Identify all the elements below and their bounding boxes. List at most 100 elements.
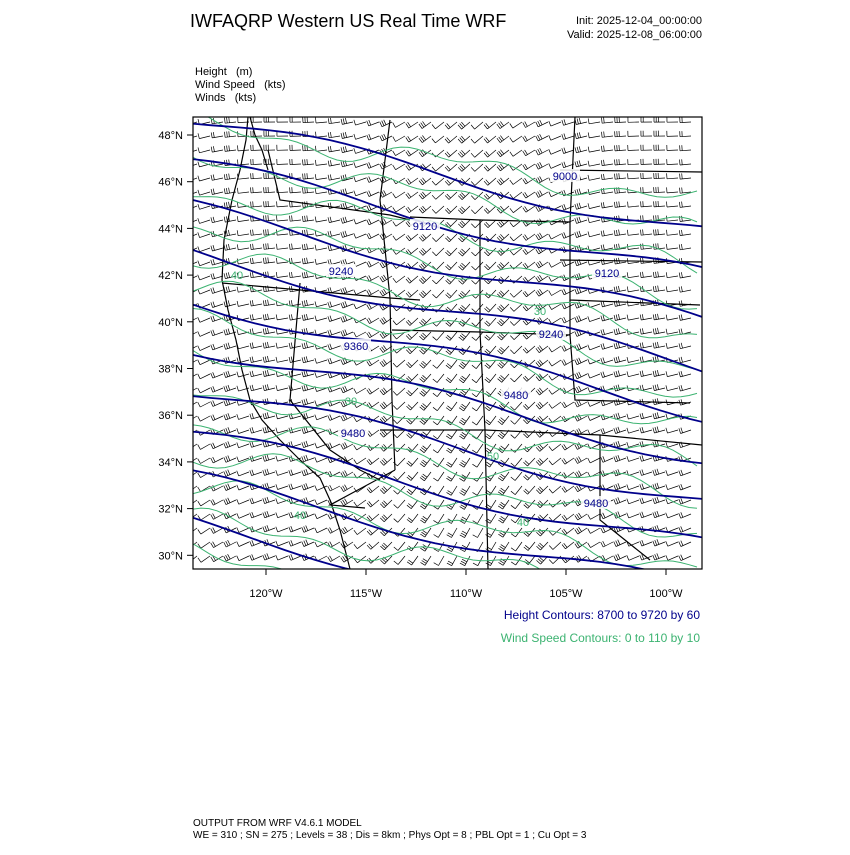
wind-barb xyxy=(510,471,523,481)
wind-barb xyxy=(561,415,575,423)
wind-barb xyxy=(509,177,523,185)
wind-barb xyxy=(314,442,328,449)
wind-barb xyxy=(314,216,328,223)
wind-barb xyxy=(470,191,484,200)
wind-barb xyxy=(535,401,549,410)
wind-barb xyxy=(497,471,510,482)
wind-barb xyxy=(263,257,276,264)
wind-barb xyxy=(406,373,419,383)
wind-barb xyxy=(327,414,341,421)
wind-barb xyxy=(574,132,588,139)
wind-barb xyxy=(366,162,380,169)
wind-barb xyxy=(627,173,640,180)
wind-barb xyxy=(236,527,250,533)
wind-barb xyxy=(522,191,536,199)
wind-barb xyxy=(509,191,523,199)
wind-barb xyxy=(340,146,354,153)
label-box xyxy=(338,426,368,439)
wind-barb xyxy=(613,454,627,463)
wind-barb xyxy=(327,174,341,181)
wind-barb xyxy=(340,470,354,478)
wind-barb xyxy=(366,289,380,296)
wind-barb xyxy=(652,510,666,519)
wind-barb xyxy=(249,342,263,349)
wind-barb xyxy=(665,314,679,321)
wind-barb xyxy=(314,456,328,463)
wind-barb xyxy=(548,303,562,310)
wind-barb xyxy=(432,233,445,242)
wind-barb xyxy=(275,512,289,519)
wind-barb xyxy=(510,373,523,383)
wind-barb xyxy=(522,289,536,298)
speed-contour xyxy=(193,394,698,467)
wind-barb xyxy=(587,401,601,407)
wind-barb xyxy=(250,117,263,123)
wind-barb xyxy=(301,299,315,307)
wind-barb xyxy=(639,271,653,278)
wind-barb xyxy=(302,187,315,194)
wind-barb xyxy=(210,146,224,153)
wind-barb xyxy=(433,471,445,482)
wind-barb xyxy=(574,160,588,168)
wind-barb xyxy=(223,413,237,421)
wind-barb xyxy=(314,315,328,322)
wind-barb xyxy=(446,527,458,538)
wind-barb xyxy=(197,415,211,422)
wind-barb xyxy=(197,331,211,337)
wind-barb xyxy=(678,300,692,307)
wind-barb xyxy=(223,469,237,477)
wind-barb xyxy=(587,541,601,548)
wind-barb xyxy=(613,328,627,335)
wind-barb xyxy=(314,513,328,520)
wind-barb xyxy=(483,163,497,172)
wind-barb xyxy=(223,300,237,308)
wind-barb xyxy=(197,147,211,154)
wind-barb xyxy=(420,555,432,566)
wind-barb xyxy=(379,471,393,480)
wind-barb xyxy=(405,121,419,129)
wind-barb xyxy=(210,301,224,308)
wind-barb xyxy=(613,398,627,406)
wind-barb xyxy=(626,328,640,335)
wind-barb xyxy=(626,484,640,491)
wind-barb xyxy=(561,485,575,493)
wind-barb xyxy=(223,173,237,181)
wind-barb xyxy=(405,275,419,284)
wind-barb xyxy=(236,230,250,237)
lat-label: 44°N xyxy=(158,223,183,235)
wind-barb xyxy=(665,342,679,349)
wind-barb xyxy=(353,541,367,549)
wind-barb xyxy=(210,442,224,450)
wind-barb xyxy=(366,359,380,367)
wind-barb xyxy=(640,257,653,264)
wind-barb xyxy=(587,527,601,534)
wind-barb xyxy=(640,243,653,250)
wind-barb xyxy=(574,188,588,196)
wind-barb xyxy=(289,117,302,123)
wind-barb xyxy=(419,443,432,453)
wind-barb xyxy=(406,429,419,439)
wind-barb xyxy=(392,345,406,354)
wind-barb xyxy=(249,554,263,561)
wind-barb xyxy=(510,499,523,509)
wind-barb xyxy=(249,413,263,420)
wind-barb xyxy=(600,258,614,265)
wind-barb xyxy=(366,317,380,324)
wind-barb xyxy=(314,527,328,534)
label-box xyxy=(550,169,580,182)
wind-barb xyxy=(613,299,627,307)
wind-barb xyxy=(197,232,211,238)
wind-barb xyxy=(210,527,224,534)
field-name: Winds (kts) xyxy=(195,92,256,104)
wind-barb xyxy=(301,412,315,420)
lon-label: 105°W xyxy=(549,588,583,600)
wind-barb xyxy=(197,373,211,380)
wind-barb xyxy=(510,345,523,354)
wind-barb xyxy=(379,457,393,466)
wind-barb xyxy=(210,372,224,379)
wind-barb xyxy=(353,457,367,465)
wind-barb xyxy=(484,443,497,454)
wind-barb xyxy=(652,496,666,504)
wind-barb xyxy=(301,342,315,350)
wind-barb xyxy=(393,499,406,509)
